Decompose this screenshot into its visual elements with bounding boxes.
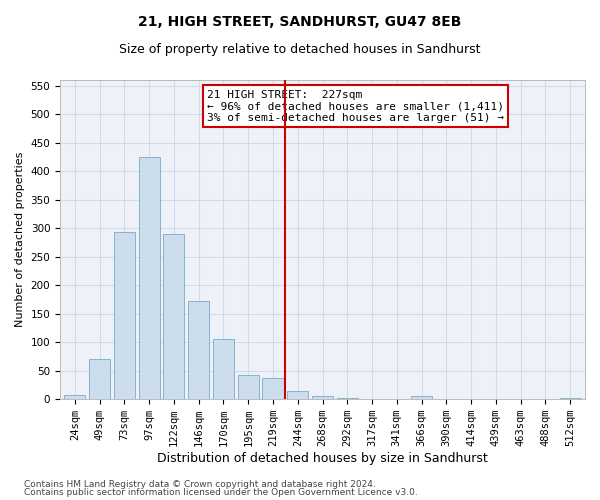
X-axis label: Distribution of detached houses by size in Sandhurst: Distribution of detached houses by size … <box>157 452 488 465</box>
Text: Contains HM Land Registry data © Crown copyright and database right 2024.: Contains HM Land Registry data © Crown c… <box>24 480 376 489</box>
Bar <box>213 340 234 399</box>
Bar <box>262 378 284 399</box>
Text: 21, HIGH STREET, SANDHURST, GU47 8EB: 21, HIGH STREET, SANDHURST, GU47 8EB <box>139 15 461 29</box>
Text: Contains public sector information licensed under the Open Government Licence v3: Contains public sector information licen… <box>24 488 418 497</box>
Bar <box>238 374 259 399</box>
Bar <box>139 157 160 399</box>
Bar <box>64 395 85 399</box>
Bar <box>312 396 333 399</box>
Bar <box>287 391 308 399</box>
Text: 21 HIGH STREET:  227sqm
← 96% of detached houses are smaller (1,411)
3% of semi-: 21 HIGH STREET: 227sqm ← 96% of detached… <box>207 90 504 123</box>
Bar <box>114 232 135 399</box>
Y-axis label: Number of detached properties: Number of detached properties <box>15 152 25 328</box>
Bar <box>163 234 184 399</box>
Bar <box>485 398 506 399</box>
Bar <box>188 300 209 399</box>
Text: Size of property relative to detached houses in Sandhurst: Size of property relative to detached ho… <box>119 42 481 56</box>
Bar <box>362 398 383 399</box>
Bar <box>411 396 432 399</box>
Bar <box>89 360 110 399</box>
Bar <box>560 398 581 399</box>
Bar <box>337 398 358 399</box>
